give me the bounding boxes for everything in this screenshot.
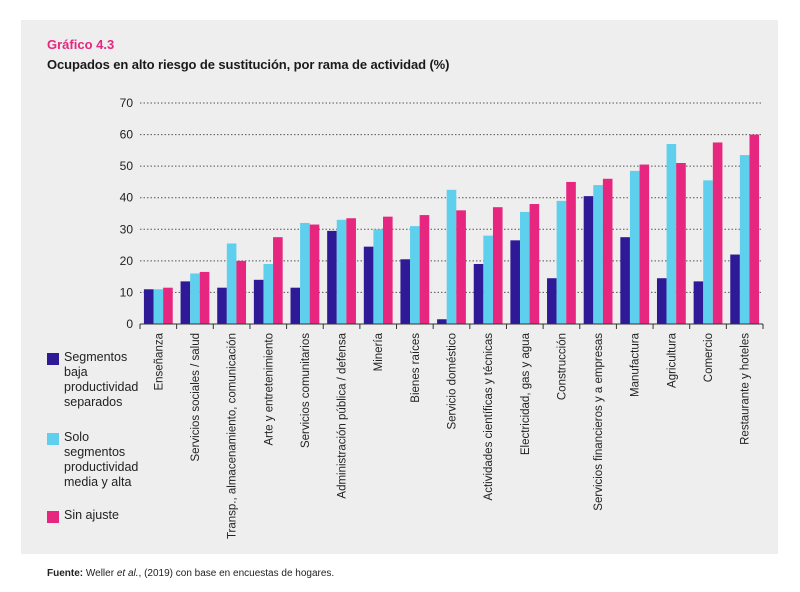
bar-series2: [410, 226, 420, 324]
bar-series3: [236, 260, 247, 324]
x-category-label: Agricultura: [666, 332, 678, 388]
y-tick-label: 30: [120, 222, 134, 236]
bar-series2: [739, 155, 750, 324]
source-etal: et al.: [116, 568, 139, 579]
bar-series3: [566, 181, 576, 324]
bar-series2: [629, 170, 640, 324]
bar-series1: [437, 319, 447, 324]
bar-series1: [656, 278, 667, 324]
y-tick-label: 50: [120, 159, 134, 173]
x-category-label: Actividades científicas y técnicas: [483, 333, 495, 501]
x-category-label: Arte y entretenimiento: [263, 333, 275, 446]
bar-series3: [346, 218, 356, 324]
chart-number-label: Gráfico 4.3: [47, 37, 115, 52]
bar-series3: [456, 210, 466, 324]
legend-label-series1: Segmentos baja productividad separados: [64, 350, 139, 409]
bar-series1: [620, 237, 630, 324]
bar-series2: [519, 211, 530, 324]
x-category-label: Bienes raíces: [410, 333, 422, 403]
bar-series2: [226, 243, 237, 324]
source-note: Fuente: Weller et al., (2019) con base e…: [47, 568, 334, 579]
bar-series3: [639, 164, 650, 324]
legend-item-series3: Sin ajuste: [47, 508, 149, 523]
y-axis-ticks: 0 10 20 30 40 50 60 70: [120, 96, 134, 331]
bar-series3: [676, 162, 686, 324]
legend-swatch-series1: [47, 353, 59, 365]
bar-series3: [492, 207, 503, 324]
x-category-label: Manufactura: [630, 332, 642, 397]
bar-series2: [190, 273, 200, 324]
x-category-label: Servicios sociales / salud: [190, 333, 202, 461]
x-category-label: Construcción: [556, 333, 568, 400]
bar-series2: [703, 180, 713, 324]
x-category-label: Electricidad, gas y agua: [520, 332, 532, 455]
source-label: Fuente:: [47, 568, 84, 579]
legend-label-series3: Sin ajuste: [64, 508, 119, 522]
bar-series3: [383, 216, 393, 324]
x-category-label: Minería: [373, 332, 385, 371]
bar-series2: [483, 235, 493, 324]
bar-series1: [180, 281, 191, 324]
bar-series1: [730, 254, 740, 324]
bar-chart: 0 10 20 30 40 50 60 70 Enseñanza Servicios socia…: [120, 96, 764, 539]
bar-series2: [300, 222, 310, 324]
legend-label-series2: Solo segmentos productividad media y alt…: [64, 430, 139, 489]
x-category-label: Administración pública / defensa: [337, 332, 349, 498]
bar-series1: [510, 240, 520, 324]
x-category-label: Transp., almacenamiento, comunicación: [227, 333, 239, 539]
legend-item-series1: Segmentos baja productividad separados: [47, 350, 149, 410]
x-category-label: Enseñanza: [153, 332, 165, 390]
bar-series1: [217, 287, 227, 324]
bar-series2: [556, 200, 567, 324]
bar-series3: [309, 224, 320, 324]
bar-series2: [373, 229, 384, 324]
x-category-label: Servicios financieros y a empresas: [593, 333, 605, 511]
bar-series2: [336, 219, 347, 324]
bar-series1: [583, 196, 594, 324]
bars: [143, 134, 760, 324]
bar-series2: [446, 189, 457, 324]
source-rest: , (2019) con base en encuestas de hogare…: [138, 568, 335, 579]
bar-series3: [419, 215, 430, 324]
x-axis: [139, 323, 764, 329]
bar-series2: [263, 264, 274, 324]
bar-series3: [602, 178, 613, 324]
bar-series3: [749, 134, 760, 324]
source-author: Weller: [85, 568, 115, 579]
bar-series1: [327, 230, 337, 324]
bar-series1: [473, 264, 484, 324]
bar-series3: [273, 237, 283, 324]
y-tick-label: 20: [120, 254, 134, 268]
bar-series3: [163, 287, 173, 324]
x-category-label: Restaurante y hoteles: [740, 333, 752, 445]
bar-series2: [153, 289, 164, 324]
x-axis-labels: Enseñanza Servicios sociales / salud Trans…: [153, 332, 751, 539]
bar-series1: [143, 289, 154, 324]
chart-title: Ocupados en alto riesgo de sustitución, …: [47, 57, 450, 72]
y-tick-label: 70: [120, 96, 134, 110]
x-category-label: Servicio doméstico: [447, 333, 459, 430]
bar-series1: [290, 287, 301, 324]
bar-series3: [712, 142, 723, 324]
x-category-label: Comercio: [703, 333, 715, 382]
legend-swatch-series3: [47, 511, 59, 523]
chart-panel: [21, 20, 778, 554]
y-tick-label: 40: [120, 191, 134, 205]
bar-series1: [363, 246, 374, 324]
y-tick-label: 10: [120, 285, 134, 299]
bar-series2: [593, 185, 603, 324]
bar-series1: [400, 259, 411, 324]
legend-swatch-series2: [47, 433, 59, 445]
y-tick-label: 60: [120, 128, 134, 142]
bar-series1: [547, 278, 557, 324]
y-tick-label: 0: [126, 317, 133, 331]
bar-series2: [666, 144, 677, 324]
bar-series1: [693, 281, 704, 324]
x-category-label: Servicios comunitarios: [300, 333, 312, 448]
bar-series3: [199, 271, 210, 324]
bar-series3: [529, 204, 540, 324]
bar-series1: [253, 279, 264, 324]
legend-item-series2: Solo segmentos productividad media y alt…: [47, 430, 149, 490]
